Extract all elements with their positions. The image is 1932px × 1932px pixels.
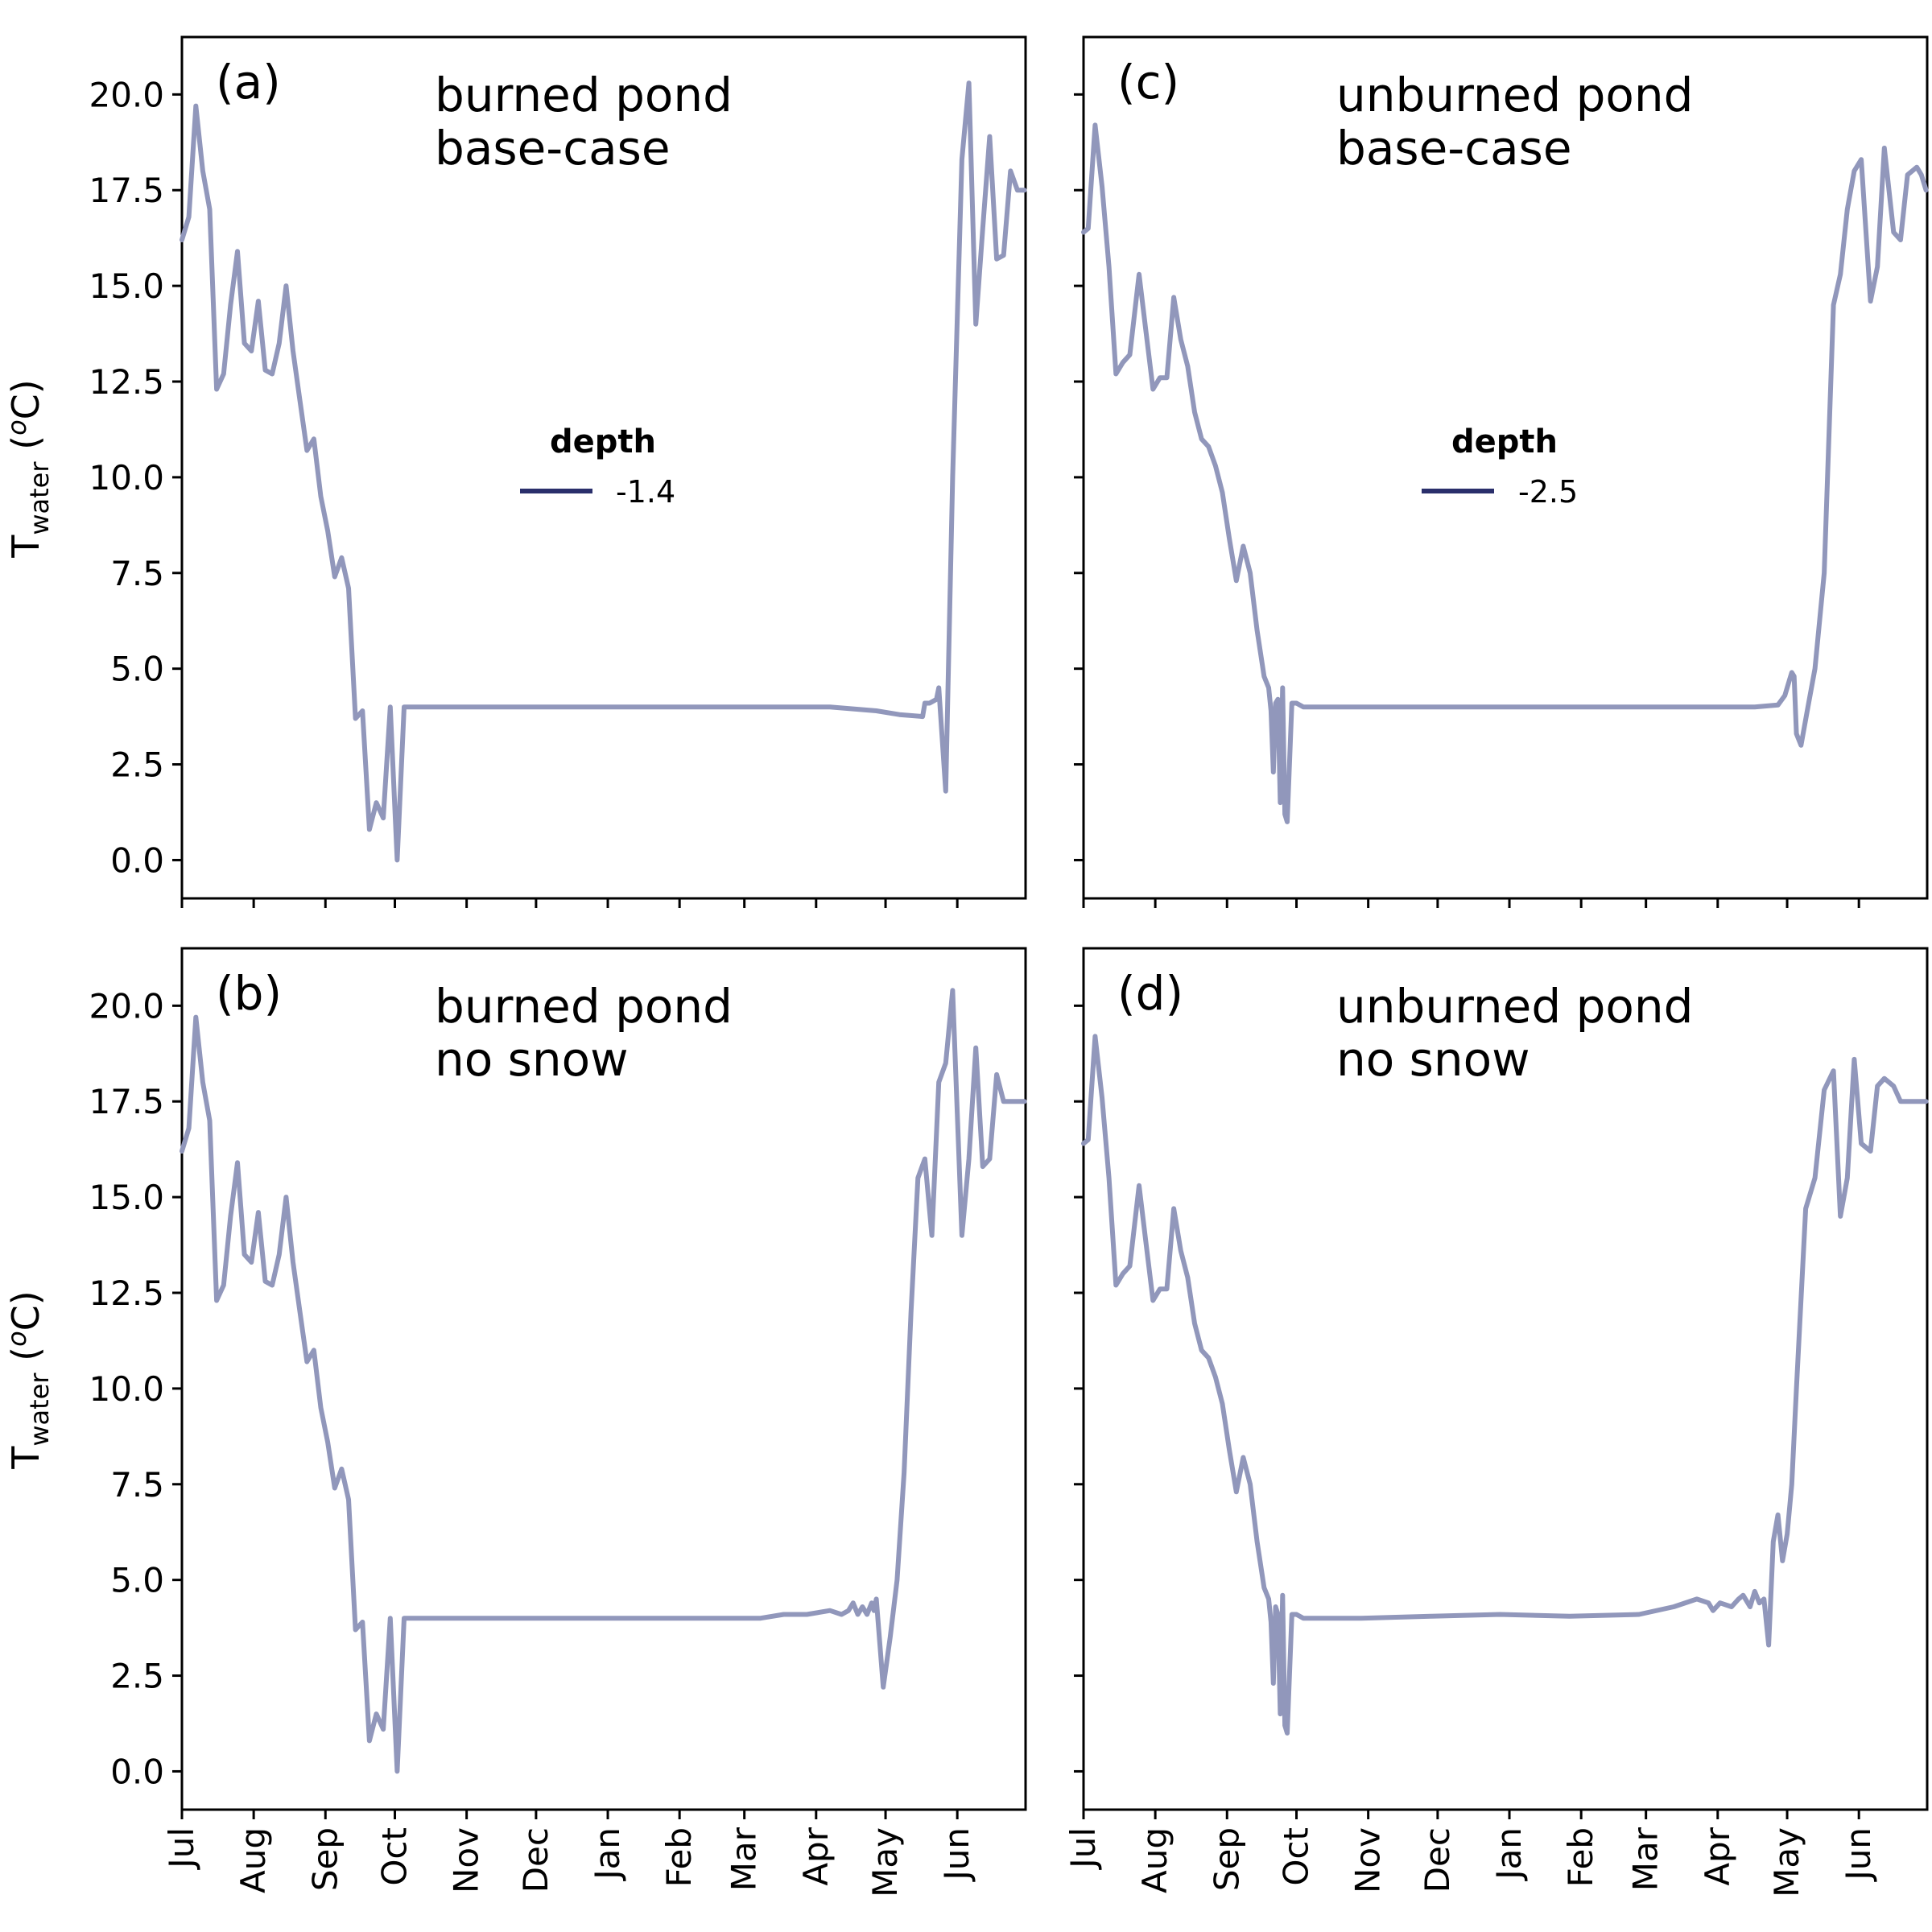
y-tick-label: 5.0 (110, 1561, 164, 1600)
panel-a: 0.0 2.5 5.0 7.5 10.0 12.5 15.0 17.5 20.0 (a) bur… (89, 35, 1027, 908)
x-tick-label: Jun (1839, 1827, 1878, 1883)
y-axis-title-top: Twater (oC) (2, 379, 55, 559)
series-line (180, 80, 1027, 863)
panel-label: (d) (1117, 966, 1183, 1021)
x-tick-label: Dec (1418, 1827, 1457, 1893)
x-tick-label: Apr (1698, 1827, 1737, 1885)
y-tick-label: 17.5 (89, 1082, 164, 1121)
x-tick-label: Nov (1348, 1827, 1388, 1893)
y-axis-title-bottom: Twater (oC) (2, 1290, 55, 1470)
x-tick-label: Jul (162, 1827, 201, 1871)
x-tick-label: Feb (1561, 1827, 1600, 1887)
x-tick-label: Oct (1277, 1827, 1316, 1886)
plot-frame (180, 35, 1027, 900)
x-tick-label: Sep (305, 1827, 345, 1891)
y-tick-label: 15.0 (89, 266, 164, 306)
legend-entry: -1.4 (616, 474, 675, 510)
x-tick-label: Mar (724, 1827, 764, 1891)
y-tick-label: 20.0 (89, 986, 164, 1026)
series-line (1081, 122, 1929, 824)
x-tick-label: Jan (1489, 1827, 1529, 1882)
tick-layer: Jul Aug Sep Oct Nov Dec Jan Feb Mar Apr May Jun (1063, 1004, 1878, 1897)
x-tick-label: Jun (937, 1827, 976, 1883)
y-tick-label: 17.5 (89, 171, 164, 210)
x-tick-label: Dec (516, 1827, 555, 1893)
x-tick-label: Aug (233, 1827, 273, 1893)
y-tick-label: 12.5 (89, 362, 164, 402)
y-tick-label: 0.0 (110, 840, 164, 880)
panel-annotation-line-1: burned pond (435, 979, 733, 1034)
plot-frame (1082, 35, 1929, 900)
y-tick-label: 7.5 (110, 554, 164, 593)
panel-label: (c) (1117, 55, 1179, 109)
y-tick-label: 0.0 (110, 1752, 164, 1791)
panel-d: Jul Aug Sep Oct Nov Dec Jan Feb Mar Apr May Jun (d)… (1063, 947, 1929, 1897)
y-tick-label: 10.0 (89, 458, 164, 497)
x-tick-label: Nov (447, 1827, 486, 1893)
x-tick-label: Apr (796, 1827, 836, 1885)
tick-layer: 0.0 2.5 5.0 7.5 10.0 12.5 15.0 17.5 20.0 Jul Aug Se… (89, 986, 976, 1897)
x-tick-label: May (865, 1827, 905, 1897)
y-tick-label: 2.5 (110, 745, 164, 785)
x-tick-label: Oct (375, 1827, 415, 1886)
series-line (1081, 1034, 1929, 1736)
x-tick-label: Jul (1063, 1827, 1103, 1871)
y-tick-label: 2.5 (110, 1657, 164, 1696)
panel-annotation-line-1: unburned pond (1336, 68, 1694, 122)
panel-annotation-line-2: no snow (435, 1032, 629, 1087)
x-tick-label: Feb (659, 1827, 699, 1887)
legend-title: depth (550, 423, 656, 460)
tick-layer: 0.0 2.5 5.0 7.5 10.0 12.5 15.0 17.5 20.0 (89, 75, 959, 908)
y-tick-label: 10.0 (89, 1369, 164, 1409)
plot-frame (180, 947, 1027, 1811)
panel-c: (c) unburned pond base-case depth -2.5 (1074, 35, 1929, 908)
legend-title: depth (1451, 423, 1558, 460)
y-tick-label: 7.5 (110, 1465, 164, 1505)
legend: depth -2.5 (1422, 423, 1578, 510)
y-tick-label: 12.5 (89, 1274, 164, 1313)
x-tick-label: May (1767, 1827, 1806, 1897)
x-tick-label: Mar (1626, 1827, 1666, 1891)
panel-annotation-line-1: unburned pond (1336, 979, 1694, 1034)
y-tick-label: 20.0 (89, 75, 164, 114)
y-tick-label: 5.0 (110, 650, 164, 689)
plot-frame (1082, 947, 1929, 1811)
legend-entry: -2.5 (1518, 474, 1578, 510)
y-tick-label: 15.0 (89, 1178, 164, 1217)
panel-annotation-line-2: base-case (1336, 121, 1572, 175)
panel-label: (a) (216, 55, 281, 109)
panel-annotation-line-2: no snow (1336, 1032, 1530, 1087)
x-tick-label: Sep (1207, 1827, 1246, 1891)
x-tick-label: Jan (588, 1827, 627, 1882)
legend: depth -1.4 (520, 423, 675, 510)
tick-layer (1074, 93, 1860, 908)
x-tick-label: Aug (1135, 1827, 1174, 1893)
panel-annotation-line-1: burned pond (435, 68, 733, 122)
panel-label: (b) (216, 966, 282, 1021)
panel-b: 0.0 2.5 5.0 7.5 10.0 12.5 15.0 17.5 20.0 Jul Aug Se… (89, 947, 1027, 1897)
series-line (180, 988, 1027, 1774)
panel-annotation-line-2: base-case (435, 121, 671, 175)
